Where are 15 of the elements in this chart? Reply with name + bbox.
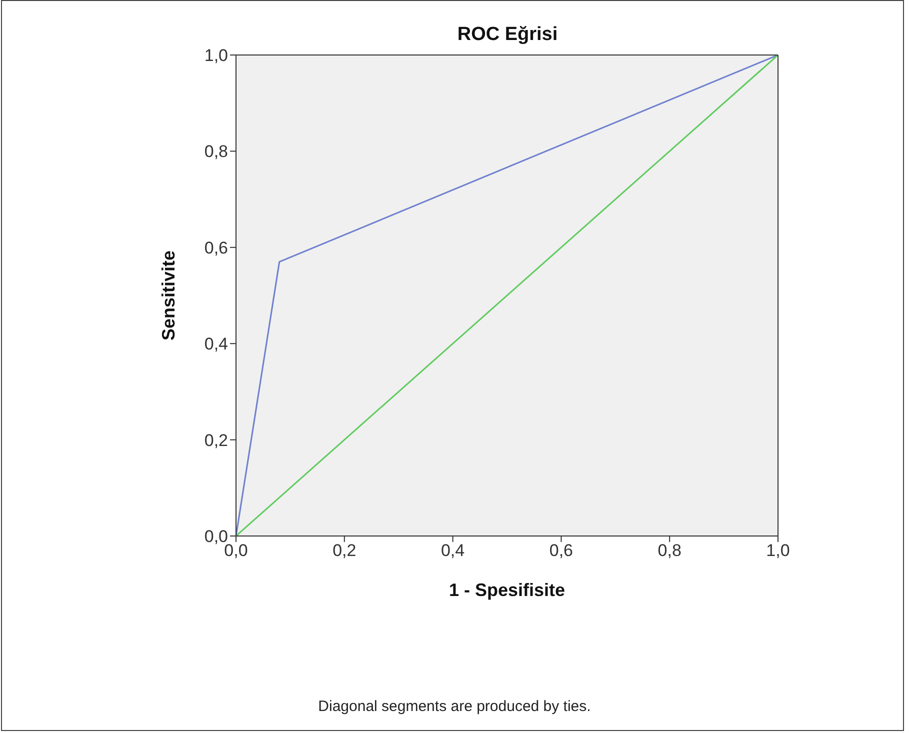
x-tick-label: 1,0 — [766, 541, 790, 560]
y-axis-title: Sensitivite — [158, 250, 178, 341]
text: Diagonal segments are produced by ties. — [317, 698, 592, 715]
x-axis-title: 1 - Spesifisite — [448, 580, 566, 600]
x-tick-label: 0,4 — [440, 541, 465, 560]
y-tick-label: 1,0 — [204, 46, 228, 66]
y-tick-label: 0,8 — [204, 142, 228, 162]
y-tick-label: 0,2 — [204, 430, 228, 450]
x-tick-label: 0,2 — [332, 541, 356, 560]
chart-title: ROC Eğrisi — [456, 24, 559, 46]
y-tick-label: 0,4 — [204, 334, 228, 354]
x-tick-label: 0,8 — [658, 541, 682, 560]
x-tick-label: 0,6 — [549, 541, 574, 560]
y-tick-label: 0,6 — [204, 238, 228, 258]
x-tick-label: 0,0 — [224, 541, 248, 560]
